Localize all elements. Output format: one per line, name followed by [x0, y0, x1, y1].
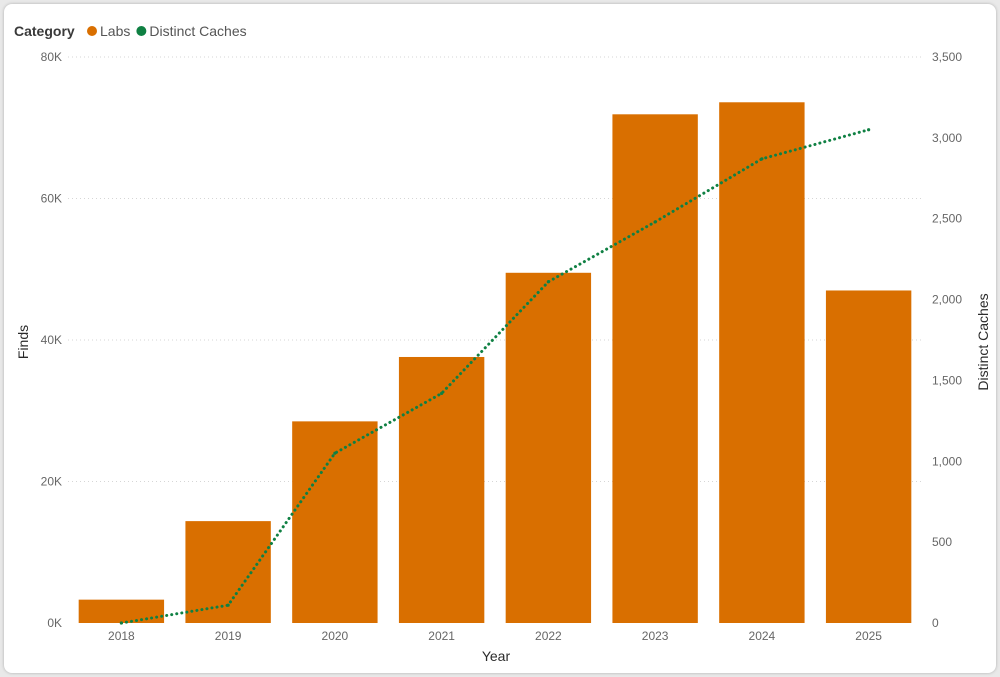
- chart-card: Category Labs Distinct Caches 0K 20K 40K 60…: [4, 4, 996, 673]
- line-point-2022[interactable]: [546, 280, 550, 284]
- bar-2022[interactable]: [505, 272, 592, 623]
- y-axis-title: Finds: [15, 325, 31, 359]
- x-tick-label: 2025: [855, 629, 882, 643]
- x-tick-label: 2018: [108, 629, 135, 643]
- x-tick-label: 2020: [322, 629, 349, 643]
- legend-labs-marker: [87, 26, 97, 36]
- labs-bars: [78, 102, 912, 624]
- y-tick-label: 20K: [41, 475, 62, 489]
- y2-tick-label: 500: [932, 535, 952, 549]
- bar-2025[interactable]: [825, 290, 912, 623]
- bar-2020[interactable]: [292, 421, 378, 623]
- line-point-2019[interactable]: [226, 603, 230, 607]
- bar-2024[interactable]: [719, 102, 805, 623]
- right-axis-ticks: 0 500 1,000 1,500 2,000 2,500 3,000 3,500: [932, 50, 962, 630]
- line-point-2024[interactable]: [760, 157, 764, 161]
- legend-distinct-caches-marker: [136, 26, 147, 36]
- left-axis-ticks: 0K 20K 40K 60K 80K: [41, 50, 62, 630]
- x-tick-label: 2023: [642, 629, 669, 643]
- y2-tick-label: 1,500: [932, 373, 962, 387]
- y2-tick-label: 0: [932, 616, 939, 630]
- y2-tick-label: 2,500: [932, 212, 962, 226]
- y-tick-label: 40K: [41, 333, 62, 347]
- y2-axis-title: Distinct Caches: [975, 293, 991, 390]
- line-point-2025[interactable]: [867, 128, 871, 132]
- y2-tick-label: 2,000: [932, 293, 962, 307]
- x-tick-label: 2019: [215, 629, 242, 643]
- combo-chart: Category Labs Distinct Caches 0K 20K 40K 60…: [14, 23, 991, 664]
- distinct-caches-series-line[interactable]: [119, 128, 871, 625]
- line-point-2018[interactable]: [119, 621, 123, 625]
- y-tick-label: 60K: [41, 192, 62, 206]
- bar-2019[interactable]: [185, 521, 271, 623]
- x-axis-ticks: 2018 2019 2020 2021 2022 2023 2024 2025: [108, 629, 882, 643]
- legend-title: Category: [14, 23, 75, 39]
- bar-2021[interactable]: [398, 356, 485, 623]
- legend-labs-label[interactable]: Labs: [100, 23, 130, 39]
- y2-tick-label: 3,000: [932, 131, 962, 145]
- bar-2018[interactable]: [78, 599, 165, 623]
- distinct-caches-line: [119, 128, 871, 625]
- x-tick-label: 2022: [535, 629, 562, 643]
- y-tick-label: 0K: [47, 616, 62, 630]
- legend: Category Labs Distinct Caches: [14, 23, 247, 39]
- y2-tick-label: 1,000: [932, 454, 962, 468]
- y2-tick-label: 3,500: [932, 50, 962, 64]
- x-axis-title: Year: [482, 648, 511, 664]
- line-point-2023[interactable]: [653, 220, 657, 224]
- line-point-2020[interactable]: [333, 451, 337, 455]
- y-tick-label: 80K: [41, 50, 62, 64]
- legend-distinct-caches-label[interactable]: Distinct Caches: [149, 23, 246, 39]
- x-tick-label: 2021: [428, 629, 455, 643]
- line-point-2021[interactable]: [440, 391, 444, 395]
- x-tick-label: 2024: [749, 629, 776, 643]
- bar-2023[interactable]: [612, 114, 698, 624]
